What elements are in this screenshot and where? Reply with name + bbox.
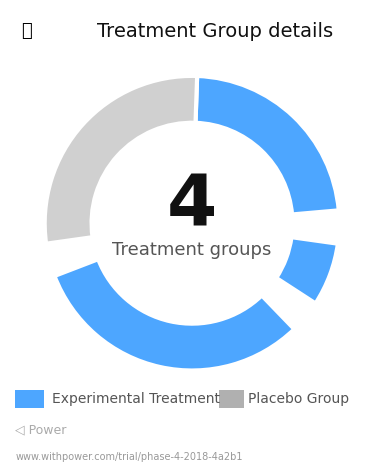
Text: 👥: 👥	[22, 22, 32, 40]
Wedge shape	[195, 76, 339, 214]
Text: www.withpower.com/trial/phase-4-2018-4a2b1: www.withpower.com/trial/phase-4-2018-4a2…	[15, 452, 243, 462]
Text: Treatment Group details: Treatment Group details	[97, 22, 333, 41]
Text: Experimental Treatment: Experimental Treatment	[52, 392, 220, 406]
Text: Placebo Group: Placebo Group	[248, 392, 349, 406]
Text: ◁ Power: ◁ Power	[15, 423, 67, 436]
Text: Treatment groups: Treatment groups	[112, 241, 272, 259]
Text: 4: 4	[167, 172, 217, 241]
Bar	[15, 390, 44, 408]
Bar	[219, 390, 244, 408]
Wedge shape	[45, 76, 197, 244]
Wedge shape	[55, 259, 294, 371]
Wedge shape	[276, 237, 338, 304]
